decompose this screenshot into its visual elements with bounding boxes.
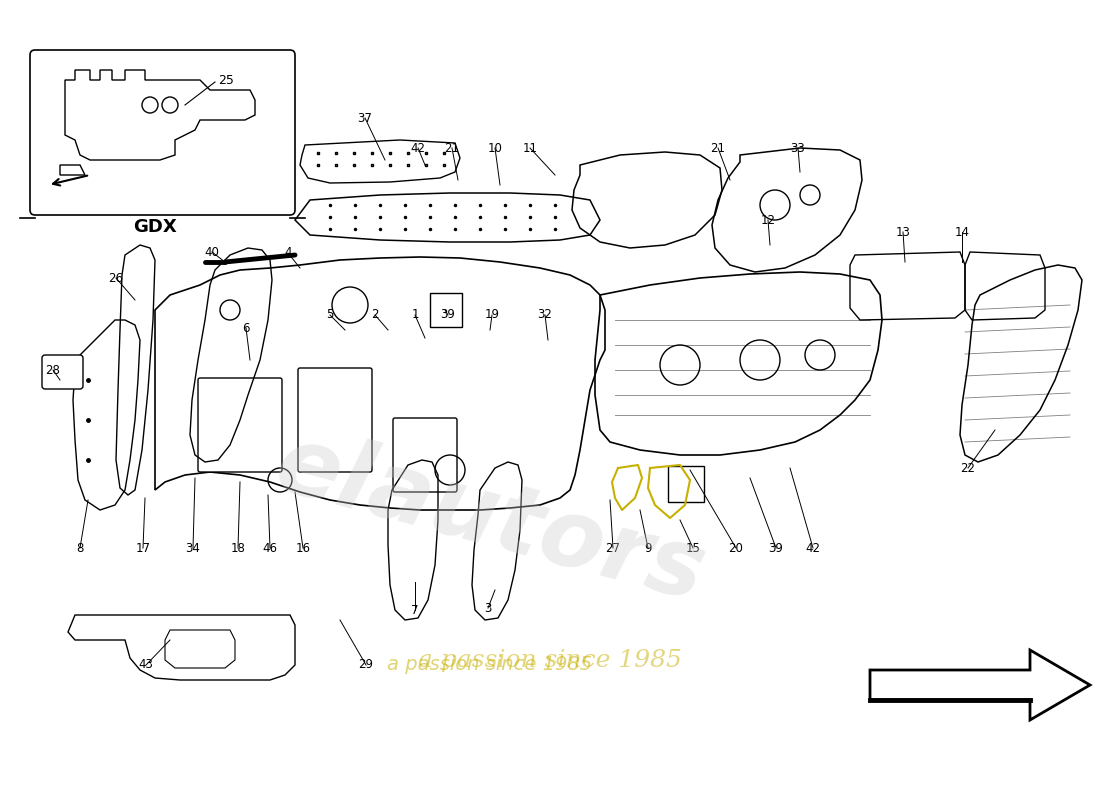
Text: 46: 46 <box>263 542 277 554</box>
FancyBboxPatch shape <box>298 368 372 472</box>
Text: 25: 25 <box>218 74 234 86</box>
Text: 26: 26 <box>109 271 123 285</box>
Text: 22: 22 <box>960 462 976 474</box>
Text: a passion since 1985: a passion since 1985 <box>418 649 682 671</box>
Text: 10: 10 <box>487 142 503 154</box>
Text: 12: 12 <box>760 214 775 226</box>
Text: 21: 21 <box>711 142 726 154</box>
Text: 9: 9 <box>645 542 651 554</box>
Text: 7: 7 <box>411 603 419 617</box>
FancyBboxPatch shape <box>30 50 295 215</box>
Text: 39: 39 <box>769 542 783 554</box>
Text: 29: 29 <box>359 658 374 671</box>
Text: 17: 17 <box>135 542 151 554</box>
Text: 19: 19 <box>484 309 499 322</box>
Text: 4: 4 <box>284 246 292 259</box>
Text: 3: 3 <box>484 602 492 614</box>
Text: 1: 1 <box>411 309 419 322</box>
Text: 2: 2 <box>372 309 378 322</box>
Text: 8: 8 <box>76 542 84 554</box>
FancyBboxPatch shape <box>668 466 704 502</box>
Text: 15: 15 <box>685 542 701 554</box>
Text: 33: 33 <box>791 142 805 154</box>
Text: elautors: elautors <box>265 418 715 622</box>
Text: 32: 32 <box>538 309 552 322</box>
Text: 6: 6 <box>242 322 250 334</box>
Text: 43: 43 <box>139 658 153 671</box>
FancyBboxPatch shape <box>42 355 82 389</box>
Text: 16: 16 <box>296 542 310 554</box>
Text: 11: 11 <box>522 142 538 154</box>
Text: 14: 14 <box>955 226 969 238</box>
Text: a passion since 1985: a passion since 1985 <box>387 655 593 674</box>
Text: 28: 28 <box>45 363 60 377</box>
Text: 21: 21 <box>444 142 460 154</box>
Text: GDX: GDX <box>133 218 177 236</box>
Text: 5: 5 <box>327 309 333 322</box>
Text: 37: 37 <box>358 111 373 125</box>
Text: 40: 40 <box>205 246 219 258</box>
Text: 39: 39 <box>441 309 455 322</box>
Text: 34: 34 <box>186 542 200 554</box>
Text: 42: 42 <box>410 142 426 154</box>
FancyBboxPatch shape <box>198 378 282 472</box>
Text: 20: 20 <box>728 542 744 554</box>
Text: 13: 13 <box>895 226 911 238</box>
Text: 27: 27 <box>605 542 620 554</box>
FancyBboxPatch shape <box>393 418 456 492</box>
Text: 42: 42 <box>805 542 821 554</box>
Text: 18: 18 <box>231 542 245 554</box>
FancyBboxPatch shape <box>430 293 462 327</box>
